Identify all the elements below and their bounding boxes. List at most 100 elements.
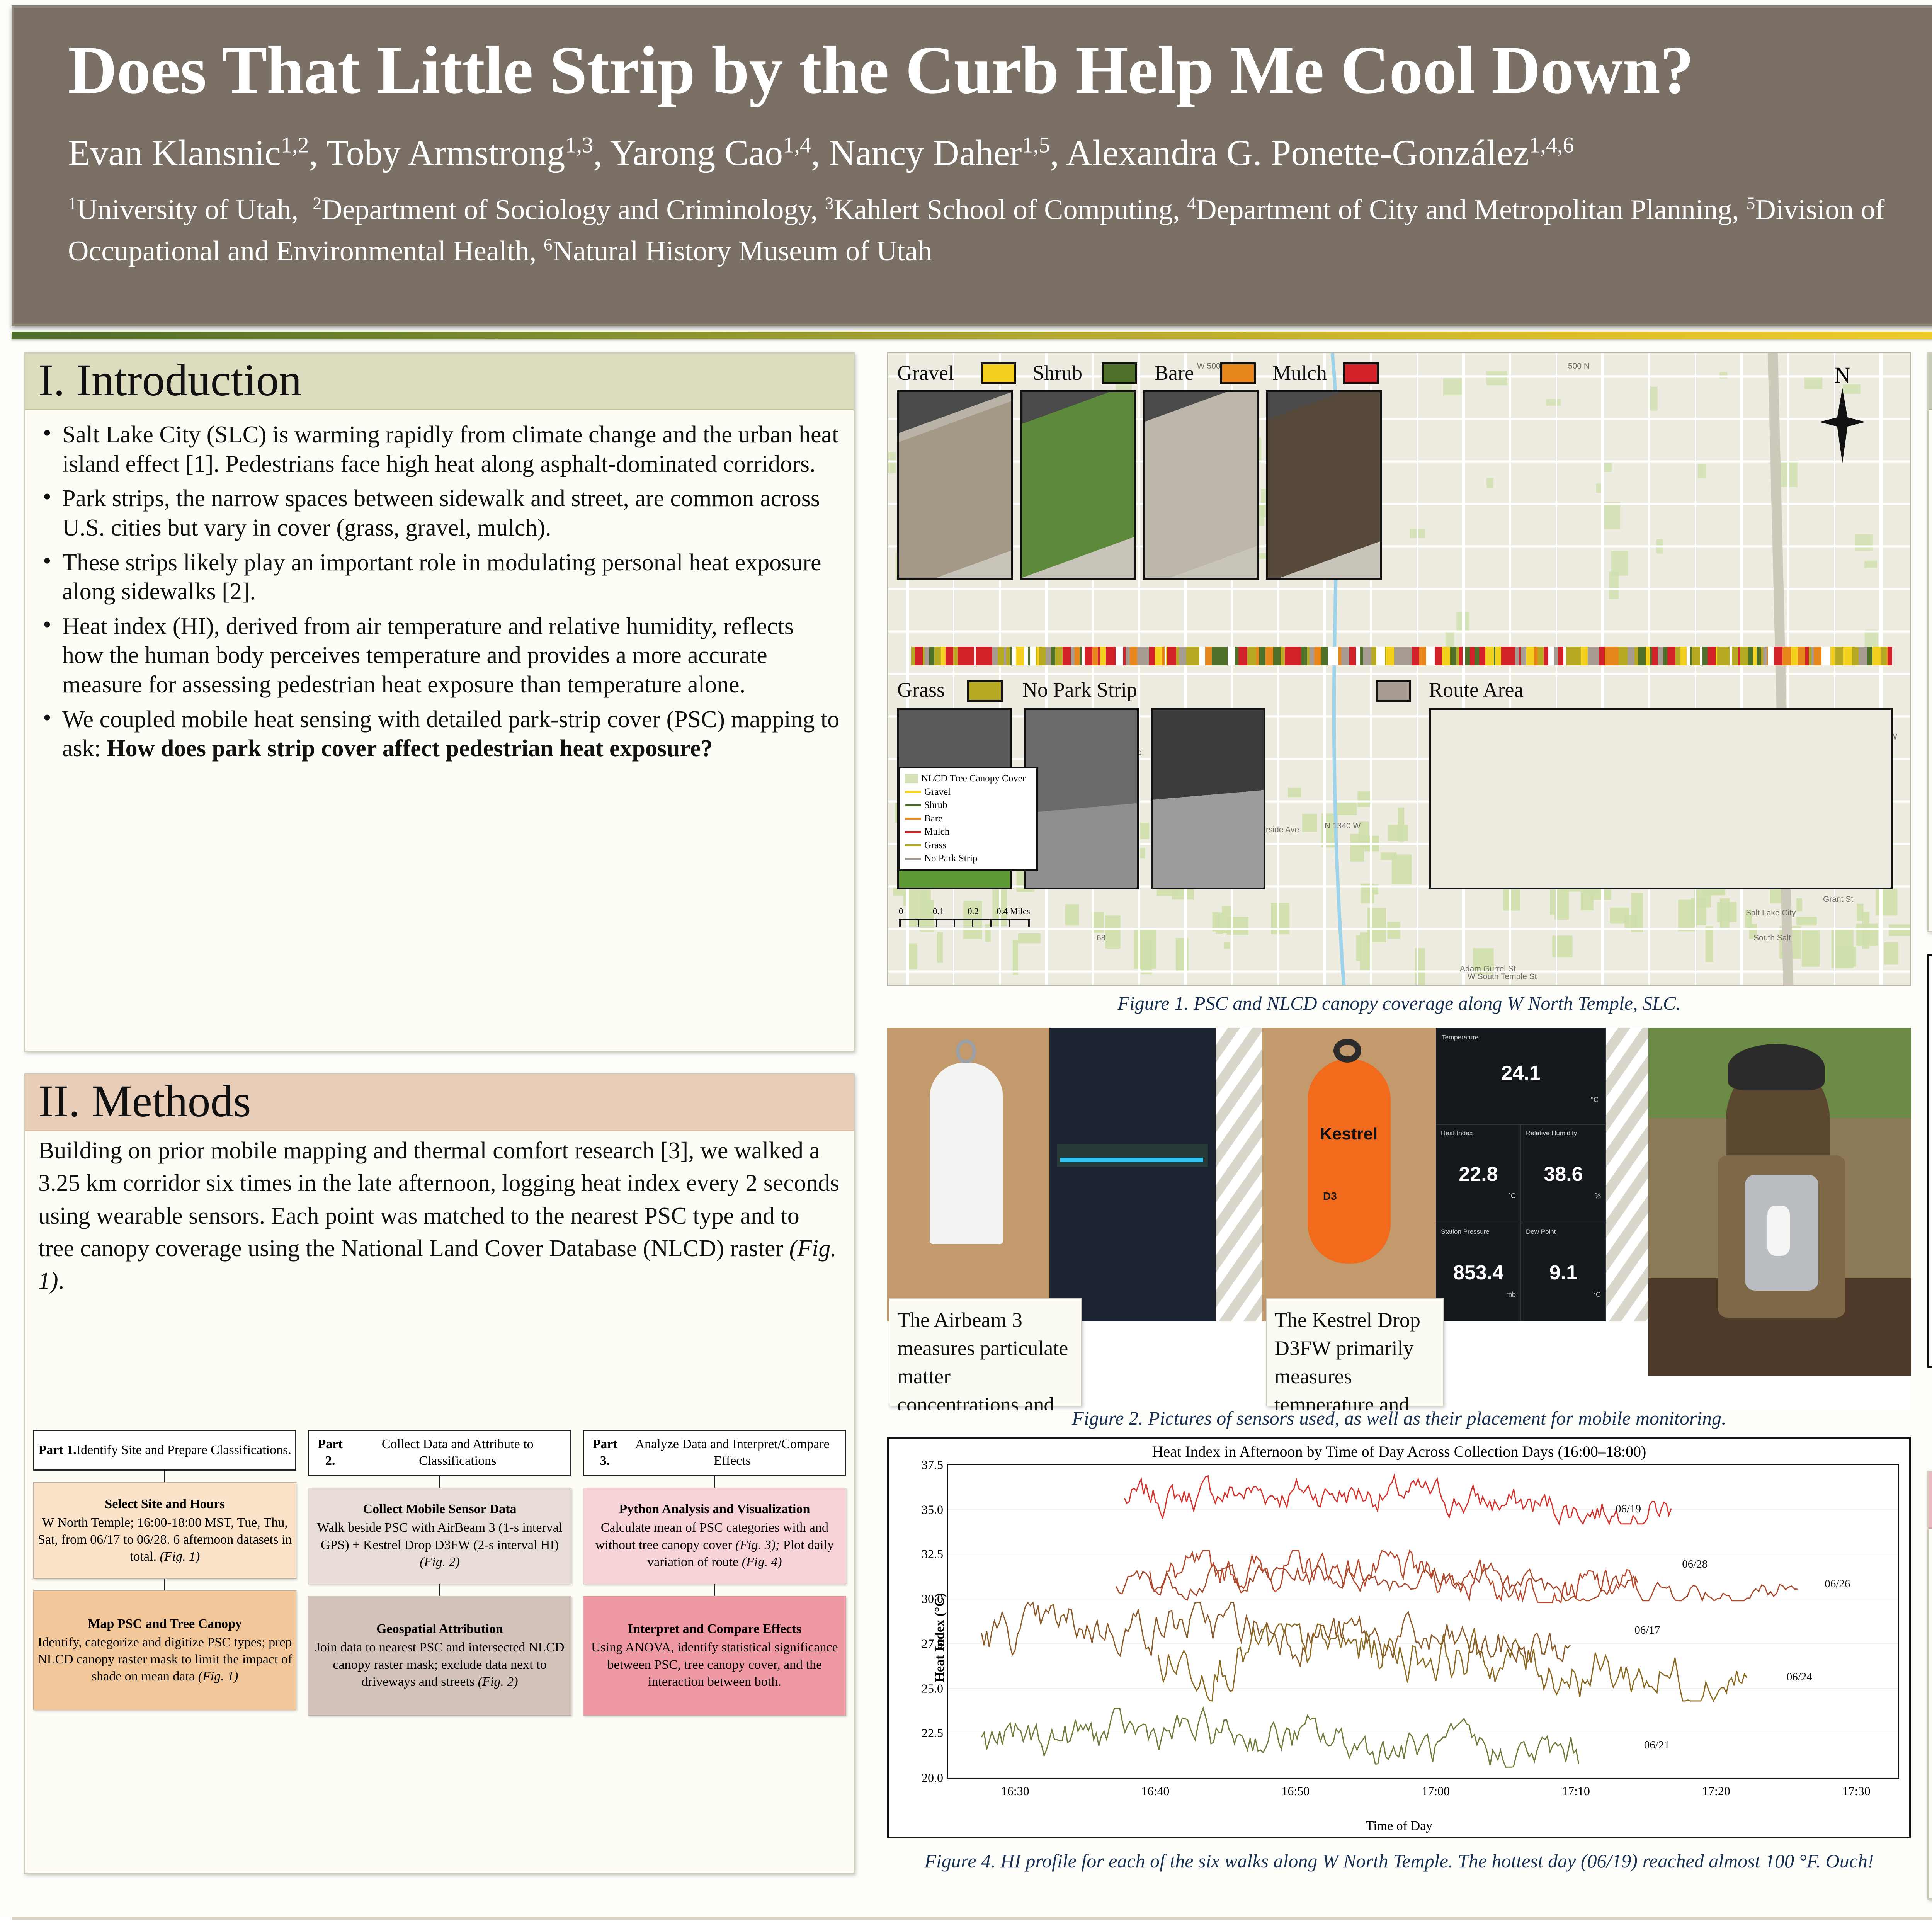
photo-label-no-park-strip: No Park Strip	[1022, 678, 1137, 702]
x-axis-tick: 17:10	[1562, 1784, 1590, 1798]
psc-segment	[1100, 647, 1106, 665]
readout-value-heat-index: 22.8	[1441, 1163, 1516, 1186]
psc-segment	[1360, 647, 1363, 665]
flow-step-body: W North Temple; 16:00-18:00 MST, Tue, Th…	[37, 1514, 292, 1566]
chart-title: Heat Index in Afternoon by Time of Day A…	[889, 1442, 1909, 1461]
psc-segment	[1030, 647, 1036, 665]
psc-segment	[1590, 647, 1599, 665]
psc-segment	[976, 647, 982, 665]
psc-segment	[929, 647, 934, 665]
psc-segment	[1294, 647, 1301, 665]
psc-segment	[1338, 647, 1342, 665]
data-series-line	[1150, 1551, 1638, 1602]
series-label: 06/17	[1634, 1624, 1660, 1637]
flow-step-box: Geospatial Attribution Join data to near…	[308, 1596, 571, 1716]
psc-segment	[1667, 647, 1675, 665]
legend-line-icon	[905, 844, 921, 846]
flow-connector	[164, 1579, 165, 1590]
affiliation-list: 1University of Utah, 2Department of Soci…	[68, 189, 1932, 272]
psc-segment	[1310, 647, 1314, 665]
poster-header: Does That Little Strip by the Curb Help …	[12, 5, 1932, 326]
psc-segment	[1782, 647, 1791, 665]
psc-segment	[1301, 647, 1307, 665]
psc-segment	[1740, 647, 1748, 665]
psc-segment	[1376, 647, 1385, 665]
psc-segment	[1012, 647, 1016, 665]
psc-segment	[1085, 647, 1092, 665]
psc-segment	[1341, 647, 1349, 665]
psc-segment	[1463, 647, 1466, 665]
scalebar-bar	[899, 919, 1030, 927]
psc-segment	[1167, 647, 1176, 665]
legend-line-icon	[905, 858, 921, 860]
canopy-swatch-icon	[905, 774, 918, 783]
psc-segment	[1179, 647, 1186, 665]
x-axis-tick: 16:40	[1141, 1784, 1170, 1798]
legend-line-icon	[905, 818, 921, 820]
psc-segment	[1753, 647, 1757, 665]
data-series-line	[1124, 1476, 1671, 1524]
svg-text:W South Temple St: W South Temple St	[1468, 972, 1537, 981]
photo-bare	[1143, 390, 1259, 580]
flow-step-title: Geospatial Attribution	[312, 1621, 567, 1638]
psc-segment	[1363, 647, 1371, 665]
legend-label: Gravel	[924, 786, 951, 799]
flow-connector	[164, 1471, 165, 1482]
psc-segment	[1256, 647, 1259, 665]
psc-segment	[992, 647, 998, 665]
flow-connector	[714, 1584, 715, 1596]
svg-text:500 N: 500 N	[1568, 362, 1590, 371]
psc-segment	[1394, 647, 1401, 665]
flow-step-title: Python Analysis and Visualization	[587, 1501, 842, 1518]
psc-segment	[1599, 647, 1605, 665]
y-axis-tick: 25.0	[922, 1681, 948, 1696]
psc-segment	[1051, 647, 1055, 665]
psc-segment	[1748, 647, 1753, 665]
y-axis-tick: 30.0	[922, 1592, 948, 1606]
series-label: 06/26	[1825, 1578, 1850, 1590]
psc-segment	[1479, 647, 1486, 665]
psc-segment	[1526, 647, 1534, 665]
psc-segment	[1109, 647, 1116, 665]
figure-4-line-chart: Heat Index in Afternoon by Time of Day A…	[887, 1437, 1911, 1838]
psc-segment	[1024, 647, 1028, 665]
y-axis-tick: 37.5	[922, 1458, 948, 1472]
psc-segment	[925, 647, 929, 665]
series-label: 06/28	[1682, 1558, 1708, 1571]
kestrel-brand-label: Kestrel	[1320, 1124, 1378, 1144]
psc-segment	[1881, 647, 1887, 665]
psc-segment	[1205, 647, 1212, 665]
swatch-grass	[967, 680, 1003, 702]
psc-segment	[1521, 647, 1526, 665]
photo-label-shrub: Shrub	[1032, 361, 1082, 385]
psc-segment	[1652, 647, 1658, 665]
psc-segment	[1475, 647, 1479, 665]
psc-segment	[1859, 647, 1867, 665]
readout-label-temperature: Temperature	[1442, 1034, 1600, 1041]
psc-segment	[1763, 647, 1767, 665]
psc-segment	[1055, 647, 1063, 665]
swatch-bare	[1220, 362, 1256, 384]
psc-segment	[1619, 647, 1628, 665]
introduction-heading: I. Introduction	[25, 354, 854, 410]
readout-label-humidity: Relative Humidity	[1526, 1129, 1601, 1137]
psc-segment	[1638, 647, 1646, 665]
readout-unit-humidity: %	[1595, 1192, 1601, 1200]
legend-label: NLCD Tree Canopy Cover	[921, 772, 1026, 786]
psc-segment	[1495, 647, 1501, 665]
psc-segment	[941, 647, 946, 665]
photo-mulch	[1266, 390, 1382, 580]
photo-route-area-inset	[1429, 708, 1893, 889]
legend-label: No Park Strip	[924, 852, 978, 866]
flow-step-body: Join data to nearest PSC and intersected…	[312, 1639, 567, 1690]
legend-label: Bare	[924, 812, 942, 826]
chart-title: Average Heat Index (°C) in Afternoon by …	[1929, 960, 1932, 977]
psc-segment	[1075, 647, 1080, 665]
psc-segment	[1534, 647, 1538, 665]
divider-stripes	[1606, 1028, 1648, 1321]
legend-line-icon	[905, 791, 921, 793]
psc-segment	[911, 647, 915, 665]
readout-unit-heat-index: °C	[1508, 1192, 1516, 1200]
photo-road	[1151, 708, 1265, 889]
readout-unit-dew-point: °C	[1593, 1291, 1601, 1299]
